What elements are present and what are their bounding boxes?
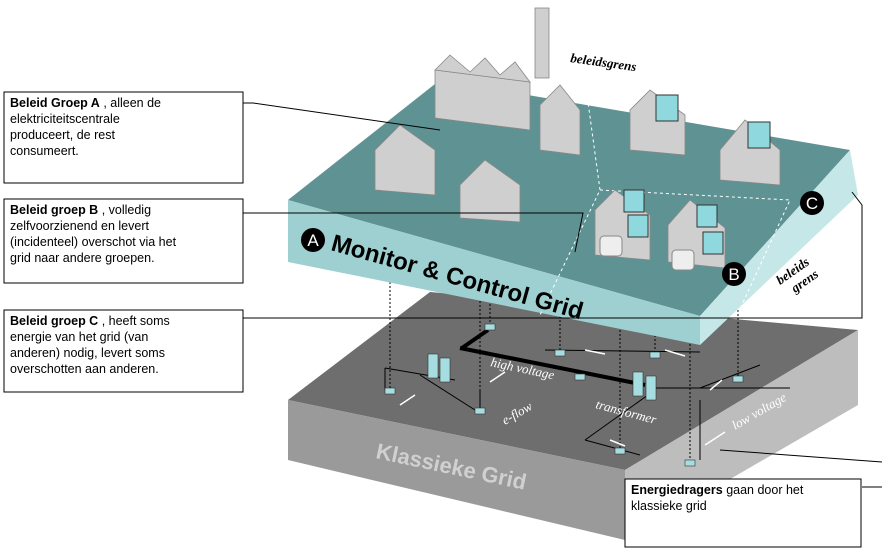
callout-text: Beleid groep B , volledig zelfvoorzienend…	[10, 203, 177, 265]
nodes	[384, 323, 744, 467]
label: beleidsgrens	[570, 50, 638, 74]
callout-bold: Beleid groep B	[10, 203, 98, 217]
borders	[539, 79, 791, 321]
flow-arrows	[399, 349, 726, 447]
callout-line: produceert, de rest	[10, 128, 115, 142]
marker	[301, 228, 325, 252]
callout-bold: Beleid Groep A	[10, 96, 100, 110]
callout-line: (incidenteel) overschot via het	[10, 235, 177, 249]
callout-line: , heeft soms	[98, 314, 170, 328]
callout-line: , alleen de	[100, 96, 161, 110]
bottom-front-face	[288, 400, 625, 540]
marker-label: B	[728, 265, 739, 284]
callout-boxes	[3, 91, 862, 548]
callout-line: gaan door het	[723, 483, 804, 497]
callout-text: Beleid Groep A , alleen de elektriciteits…	[10, 96, 161, 158]
callout-text: Energiedragers gaan door het klassieke gr…	[631, 483, 804, 513]
callout-line: zelfvoorzienend en levert	[10, 219, 149, 233]
marker-label: C	[806, 194, 818, 213]
callout-line: klassieke grid	[631, 499, 707, 513]
solar-panels	[623, 94, 771, 255]
callout-bold: Energiedragers	[631, 483, 723, 497]
marker	[722, 262, 746, 286]
cables	[384, 328, 790, 460]
callout-line: overschotten aan anderen.	[10, 362, 159, 376]
callout-line: energie van het grid (van	[10, 330, 148, 344]
callout-line: , volledig	[98, 203, 151, 217]
leaders	[243, 102, 883, 488]
tanks	[599, 235, 695, 271]
callout-line: grid naar andere groepen.	[10, 251, 155, 265]
callout-line: consumeert.	[10, 144, 79, 158]
marker-label: A	[307, 231, 319, 250]
links	[389, 262, 739, 462]
callout-line: elektriciteitscentrale	[10, 112, 120, 126]
marker	[800, 191, 824, 215]
callout-line: anderen) nodig, levert soms	[10, 346, 165, 360]
top-front-face	[288, 200, 700, 345]
callout-bold: Beleid groep C	[10, 314, 98, 328]
callout-text: Beleid groep C , heeft soms energie van h…	[10, 314, 170, 376]
bottom-top-face	[288, 292, 858, 470]
